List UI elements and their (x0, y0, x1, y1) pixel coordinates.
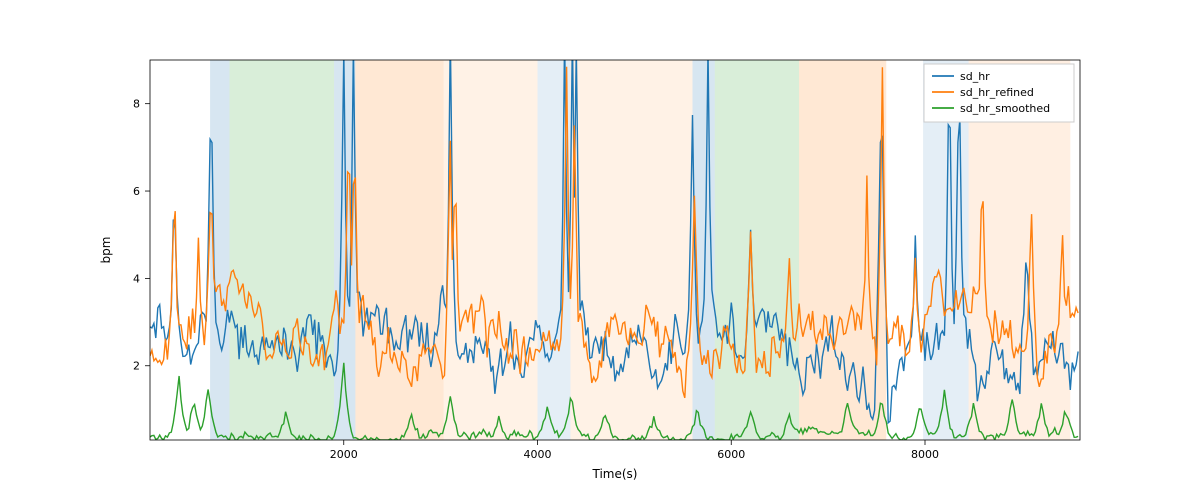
ytick-label: 4 (133, 272, 140, 285)
xtick-label: 6000 (717, 448, 745, 461)
ytick-label: 6 (133, 185, 140, 198)
xtick-label: 2000 (330, 448, 358, 461)
legend-label: sd_hr_refined (960, 86, 1034, 99)
legend-label: sd_hr_smoothed (960, 102, 1050, 115)
ytick-label: 8 (133, 98, 140, 111)
xtick-label: 8000 (911, 448, 939, 461)
legend-label: sd_hr (960, 70, 990, 83)
ytick-label: 2 (133, 360, 140, 373)
xlabel: Time(s) (592, 467, 638, 481)
ylabel: bpm (99, 237, 113, 264)
legend: sd_hr sd_hr_refined sd_hr_smoothed (924, 64, 1074, 122)
timeseries-chart: 20004000600080002468Time(s)bpmsd_hrsd_hr… (0, 0, 1200, 500)
xtick-label: 4000 (524, 448, 552, 461)
